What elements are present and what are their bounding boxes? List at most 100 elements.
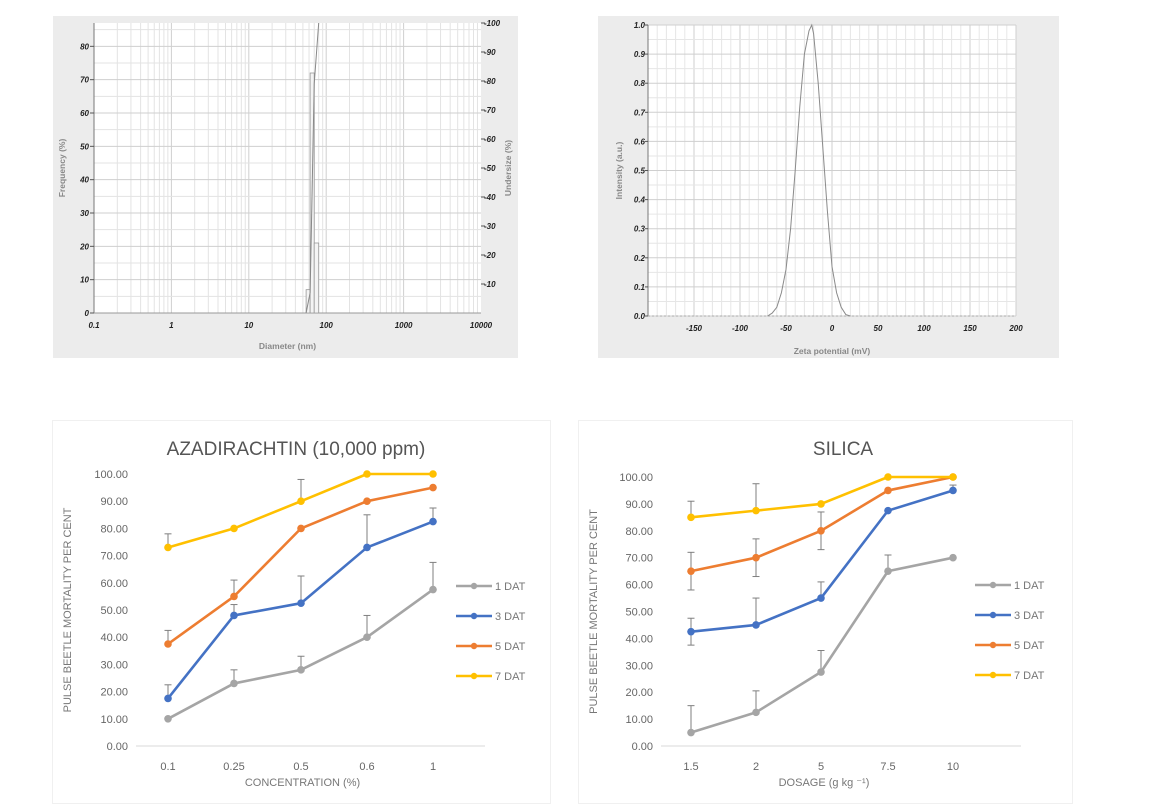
data-point [884,506,892,515]
x-axis-label: DOSAGE (g kg ⁻¹) [779,777,870,789]
y-tick-label: 10.00 [100,714,128,726]
y2-tick-label: -10 [484,280,496,289]
data-point [752,506,760,515]
series-5-dat [687,473,957,591]
data-point [817,594,825,602]
y-tick-label: 60 [80,109,89,118]
data-point [297,524,305,533]
y-tick-label: 0.00 [632,741,653,753]
y-tick-label: 50.00 [625,607,653,619]
intensity-line [767,23,851,317]
y2-tick-label: -40 [484,193,496,202]
x-tick-label: 100 [917,324,931,333]
y2-tick-label: -30 [484,222,496,231]
y-tick-label: 0.5 [634,167,646,176]
data-point [164,694,172,703]
legend-label: 1 DAT [1014,580,1045,592]
x-axis-label: Zeta potential (mV) [794,346,871,356]
data-point [687,728,695,737]
y-tick-label: 0.3 [634,225,646,234]
x-tick-label: 5 [818,761,824,773]
y-tick-label: 0 [85,309,90,318]
x-tick-label: 0.1 [88,321,100,330]
data-point [949,553,957,562]
y-tick-label: 90.00 [625,499,653,511]
y-tick-label: 0.9 [634,50,646,59]
series-line [167,588,434,720]
y-axis-label: PULSE BEETLE MORTALITY PER CENT [62,507,74,712]
y2-tick-label: -20 [484,251,496,260]
legend-label: 7 DAT [495,671,526,683]
x-axis-label: Diameter (nm) [259,341,316,351]
y-tick-label: 10.00 [625,714,653,726]
legend-marker [470,582,478,590]
y-tick-label: 100.00 [94,469,128,481]
y-tick-label: 80 [80,42,89,51]
y2-tick-label: -70 [484,106,496,115]
series-3-dat [687,484,957,646]
y2-tick-label: -80 [484,77,496,86]
data-point [429,517,437,526]
y-tick-label: 40.00 [100,632,128,644]
y-tick-label: 20 [79,242,89,251]
undersize-line [305,22,320,314]
data-point [297,497,305,505]
x-tick-label: -100 [732,324,749,333]
series-1-dat [687,553,957,737]
data-point [752,553,760,562]
data-point [687,567,695,575]
data-point [363,497,371,505]
y-tick-label: 0.7 [634,108,646,117]
y-tick-label: 60.00 [100,578,128,590]
y-axis-label: Intensity (a.u.) [614,142,624,200]
data-point [687,627,695,636]
series-line [690,475,954,573]
series-line [167,486,434,646]
data-point [884,567,892,575]
y-tick-label: 40 [79,176,89,185]
y-tick-label: 80.00 [100,523,128,535]
y-tick-label: 0.0 [634,312,646,321]
legend-label: 5 DAT [495,641,526,653]
data-point [164,543,172,552]
x-tick-label: 0.5 [293,761,308,773]
series-1-dat [164,561,437,723]
x-tick-label: 2 [753,761,759,773]
legend-label: 5 DAT [1014,640,1045,652]
data-point [230,611,238,620]
y-tick-label: 0.1 [634,283,646,292]
y-tick-label: 50 [80,142,89,151]
y-tick-label: 70.00 [100,551,128,563]
legend-marker [989,581,997,589]
x-tick-label: 0.25 [223,761,244,773]
y-tick-label: 0.6 [634,137,646,146]
y-tick-label: 60.00 [625,580,653,592]
x-tick-label: 1 [430,761,436,773]
data-point [817,668,825,676]
data-point [752,621,760,629]
data-point [164,715,172,723]
x-tick-label: 1.5 [683,761,698,773]
y2-axis-label: Undersize (%) [503,140,513,196]
y-tick-label: 80.00 [625,526,653,538]
data-point [687,513,695,522]
legend-marker [989,671,997,679]
zeta-potential-plot: 0.0 0.1 0.2 0.3 0.4 0.5 0.6 0.7 0.8 0.9 1.0 -150 -10… [614,21,1023,356]
x-tick-label: -150 [686,324,703,333]
silica-plot: SILICA 0.00 10.00 20.00 30.00 40.00 50.00 60.00… [588,439,1045,789]
y-tick-label: 0.2 [634,254,646,263]
x-tick-label: 10 [244,321,253,330]
x-tick-label: 10 [947,761,959,773]
x-tick-label: 100 [320,321,334,330]
y-tick-label: 50.00 [100,605,128,617]
y-tick-label: 30 [80,209,89,218]
y-tick-label: 0.4 [634,196,646,205]
y-tick-label: 40.00 [625,633,653,645]
legend-marker [989,641,997,649]
y-tick-label: 20.00 [625,687,653,699]
data-point [297,599,305,607]
legend-label: 1 DAT [495,581,526,593]
y-tick-label: 10 [80,276,89,285]
particle-size-chart: 0 10 20 30 40 50 60 70 80 -10 -20 -30 -40 -50 -60 -70 -8… [53,16,518,358]
plot-area [94,23,481,313]
